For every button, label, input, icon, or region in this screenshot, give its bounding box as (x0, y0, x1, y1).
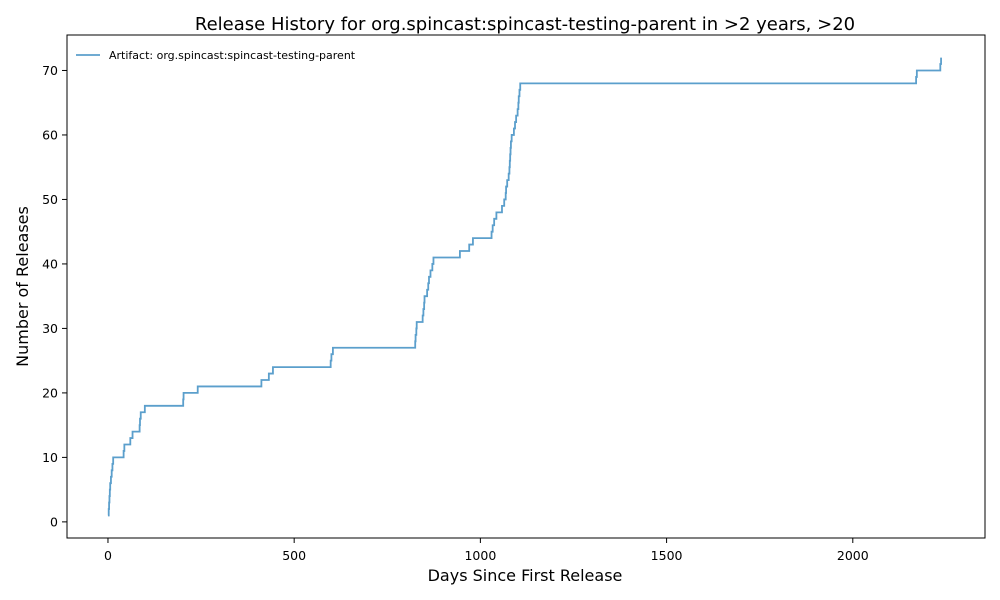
y-axis: 0 10 20 30 40 50 60 70 (42, 63, 67, 529)
y-axis-label: Number of Releases (13, 206, 32, 367)
y-tick-label: 40 (42, 256, 58, 271)
y-tick-label: 10 (42, 450, 58, 465)
y-tick-label: 0 (50, 514, 58, 529)
x-tick-label: 500 (282, 548, 306, 563)
y-tick-label: 60 (42, 127, 58, 142)
y-tick-label: 30 (42, 321, 58, 336)
x-axis-label: Days Since First Release (428, 566, 623, 585)
plot-area (66, 34, 986, 539)
legend: Artifact: org.spincast:spincast-testing-… (76, 49, 356, 62)
x-tick-label: 0 (104, 548, 112, 563)
x-axis: 0 500 1000 1500 2000 (104, 538, 869, 563)
y-tick-label: 70 (42, 63, 58, 78)
series-line (107, 57, 942, 517)
x-tick-label: 2000 (837, 548, 869, 563)
legend-label: Artifact: org.spincast:spincast-testing-… (109, 49, 356, 62)
y-tick-label: 50 (42, 192, 58, 207)
y-tick-label: 20 (42, 385, 58, 400)
x-tick-label: 1000 (464, 548, 496, 563)
x-tick-label: 1500 (651, 548, 683, 563)
chart-title: Release History for org.spincast:spincas… (195, 14, 855, 35)
